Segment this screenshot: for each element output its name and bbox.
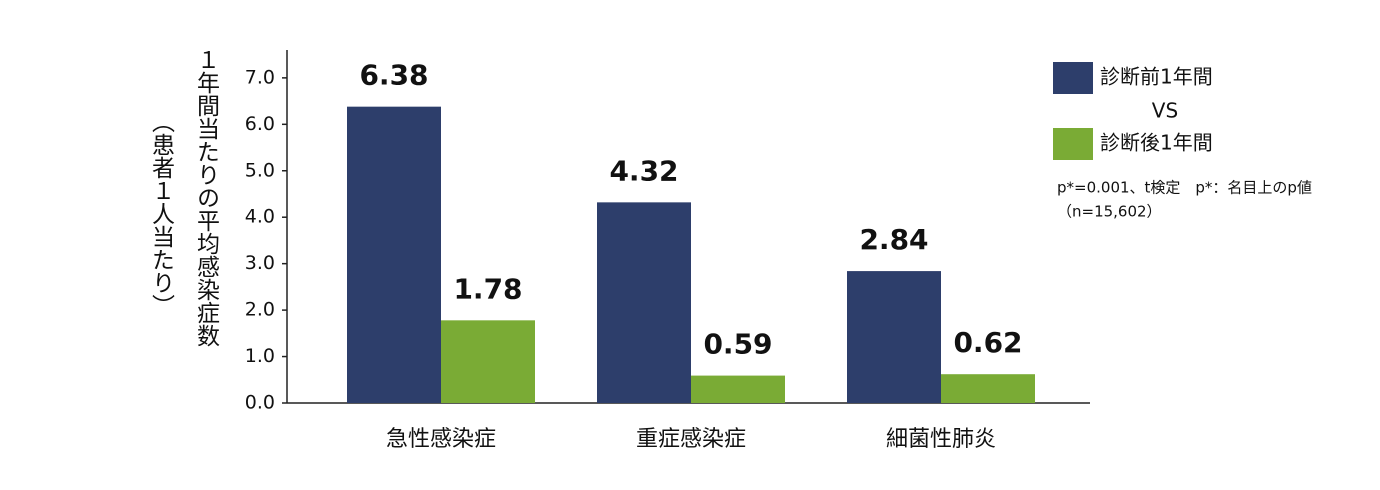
note: p*=0.001、t検定 p*：名目上のp値 xyxy=(1057,179,1312,197)
legend-separator: VS xyxy=(1152,99,1178,123)
legend-label: 診断後1年間 xyxy=(1100,131,1213,155)
x-tick-label: 急性感染症 xyxy=(386,427,496,452)
data-label: 0.59 xyxy=(703,328,772,361)
bar xyxy=(847,271,941,403)
x-tick-label: 細菌性肺炎 xyxy=(886,427,996,452)
data-label: 1.78 xyxy=(453,272,522,305)
data-label: 6.38 xyxy=(359,59,428,92)
y-tick-label: 2.0 xyxy=(245,299,275,321)
y-tick-label: 0.0 xyxy=(245,392,275,414)
data-label: 2.84 xyxy=(859,223,928,256)
y-tick-label: 4.0 xyxy=(245,206,275,228)
legend-swatch xyxy=(1053,62,1093,94)
bar xyxy=(441,320,535,403)
y-tick-label: 5.0 xyxy=(245,159,275,181)
legend-label: 診断前1年間 xyxy=(1100,65,1213,89)
note: （n=15,602） xyxy=(1057,203,1162,221)
y-tick-label: 1.0 xyxy=(245,345,275,367)
data-label: 4.32 xyxy=(609,154,678,187)
bar xyxy=(691,375,785,403)
y-tick-label: 3.0 xyxy=(245,252,275,274)
y-tick-label: 7.0 xyxy=(245,66,275,88)
x-tick-label: 重症感染症 xyxy=(636,427,746,452)
bar xyxy=(597,202,691,403)
y-axis-label: （患者１人当たり） xyxy=(148,110,176,317)
y-axis-label: １年間当たりの平均感染症数 xyxy=(193,48,221,347)
y-tick-label: 6.0 xyxy=(245,113,275,135)
bar xyxy=(941,374,1035,403)
legend-swatch xyxy=(1053,128,1093,160)
bar xyxy=(347,106,441,404)
data-label: 0.62 xyxy=(953,326,1022,359)
